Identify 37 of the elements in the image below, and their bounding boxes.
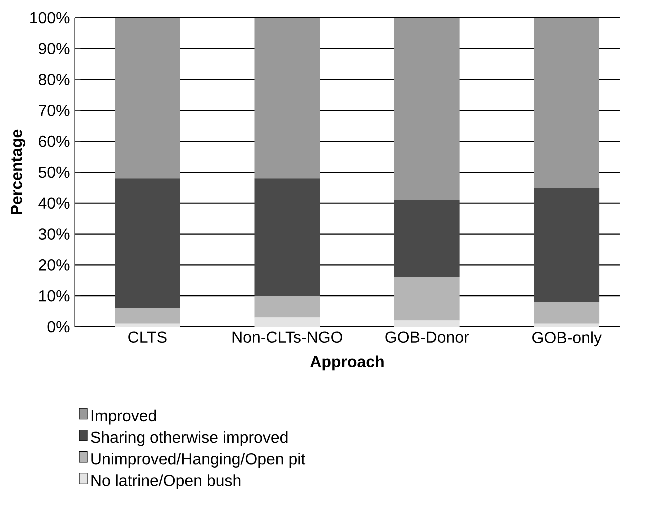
x-axis-title: Approach	[310, 356, 384, 371]
bar	[115, 178, 180, 308]
legend-label: Improved	[92, 410, 156, 425]
bar	[534, 302, 600, 324]
legend-label: Unimproved/Hanging/Open pit	[92, 453, 306, 468]
bar	[394, 200, 460, 278]
bar	[534, 18, 600, 188]
y-tick-label: 40%	[38, 198, 70, 210]
x-tick-label: CLTS	[128, 332, 167, 344]
y-tick-label: 80%	[38, 74, 70, 86]
bar	[534, 324, 600, 327]
legend-label: Sharing otherwise improved	[91, 431, 288, 446]
bar	[394, 278, 460, 321]
bar	[534, 188, 600, 302]
bar	[115, 18, 180, 179]
y-tick-label: 70%	[39, 105, 70, 116]
y-tick-label: 100%	[30, 12, 70, 24]
bar	[394, 18, 460, 200]
y-tick-label: 10%	[39, 290, 70, 302]
bar	[254, 18, 320, 179]
y-tick-label: 20%	[39, 260, 70, 271]
y-axis-title: Percentage	[11, 130, 26, 215]
y-tick-label: 90%	[39, 43, 70, 55]
bar	[394, 320, 460, 327]
bar	[115, 324, 180, 327]
x-tick-label: GOB-only	[532, 332, 602, 347]
bar	[254, 318, 320, 327]
bar	[254, 296, 320, 318]
bar	[115, 308, 180, 324]
bar	[254, 178, 320, 296]
x-tick-label: GOB-Donor	[386, 332, 470, 344]
y-tick-label: 30%	[38, 228, 70, 240]
x-tick-label: Non-CLTs-NGO	[232, 332, 342, 344]
y-tick-label: 60%	[39, 136, 70, 148]
y-tick-label: 50%	[38, 166, 70, 178]
legend-label: No latrine/Open bush	[92, 474, 241, 490]
y-tick-label: 0%	[48, 321, 70, 333]
